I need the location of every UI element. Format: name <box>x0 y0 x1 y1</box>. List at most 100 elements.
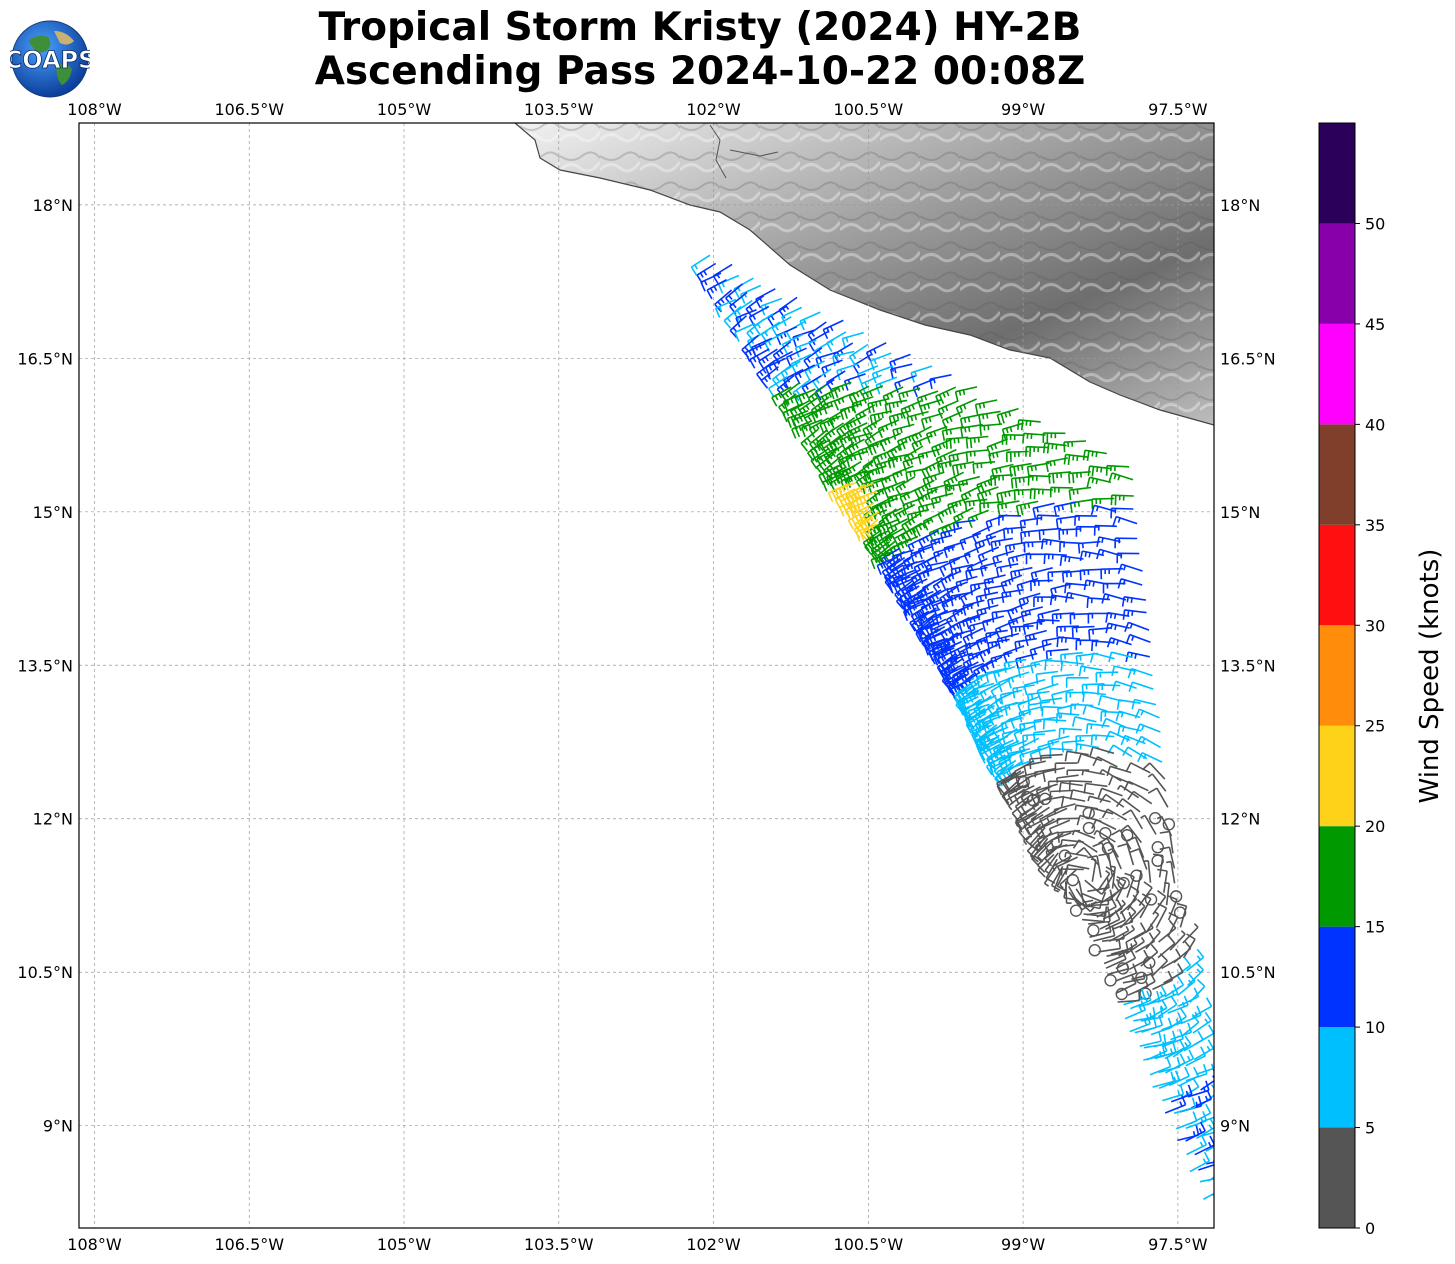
wind-barb <box>948 673 969 695</box>
wind-barb <box>800 419 823 438</box>
wind-barb <box>865 520 885 542</box>
wind-barb <box>983 584 1007 599</box>
wind-barb <box>898 387 921 404</box>
colorbar-tick-label: 45 <box>1365 315 1385 334</box>
wind-barb <box>1027 474 1051 486</box>
wind-barb <box>1041 705 1065 717</box>
coastline <box>514 123 1214 426</box>
wind-barb <box>1186 1135 1208 1156</box>
wind-barb <box>1167 995 1189 1014</box>
wind-barb <box>706 278 727 300</box>
wind-barb <box>879 432 902 452</box>
wind-barb <box>848 385 870 406</box>
wind-barb <box>890 363 913 380</box>
wind-barb <box>1122 746 1148 760</box>
wind-barb <box>1152 970 1174 991</box>
wind-barb <box>1037 840 1054 861</box>
wind-barb <box>922 511 944 531</box>
wind-barb <box>1115 948 1137 970</box>
wind-barb <box>847 509 869 530</box>
wind-barb <box>945 436 969 450</box>
wind-barb <box>941 664 963 685</box>
wind-barb <box>1128 949 1150 971</box>
lat-tick-label-left: 9°N <box>43 1117 73 1136</box>
calm-wind-marker <box>1144 893 1158 906</box>
wind-barb <box>1106 941 1129 957</box>
wind-barb <box>976 486 999 504</box>
wind-barb <box>1192 1011 1212 1034</box>
wind-barb <box>1071 716 1097 727</box>
wind-barb <box>1058 528 1082 540</box>
wind-barb <box>845 414 867 434</box>
wind-barb <box>1180 1005 1202 1025</box>
wind-barb <box>1115 875 1127 902</box>
wind-barb <box>1029 488 1053 500</box>
wind-barb <box>881 558 901 581</box>
wind-barb <box>1014 811 1036 827</box>
wind-barb <box>1112 515 1138 527</box>
wind-barb <box>983 574 1006 591</box>
wind-barb <box>1018 816 1037 840</box>
wind-barb <box>888 410 911 427</box>
wind-barb <box>948 450 971 466</box>
coaps-logo-icon: COAPS <box>10 20 90 98</box>
map-title-line-2: Ascending Pass 2024-10-22 00:08Z <box>314 49 1086 94</box>
wind-barb <box>1017 663 1041 679</box>
wind-barb <box>1007 791 1027 811</box>
wind-barb <box>985 514 1008 532</box>
wind-barb <box>744 342 766 363</box>
map-frame <box>78 122 1215 1229</box>
wind-barb <box>940 570 962 590</box>
wind-barb <box>1019 517 1043 532</box>
calm-wind-marker <box>1058 849 1072 862</box>
wind-barb <box>880 470 902 490</box>
wind-barb <box>926 483 949 500</box>
lat-tick-label-left: 18°N <box>33 196 73 215</box>
calm-wind-marker <box>1082 821 1096 835</box>
wind-barb <box>1159 846 1176 869</box>
colorbar-tick-label: 15 <box>1365 918 1385 937</box>
wind-barb <box>798 397 819 419</box>
wind-barb <box>1133 1007 1156 1022</box>
lat-tick-label-left: 15°N <box>33 503 73 522</box>
wind-barb <box>1159 830 1174 854</box>
wind-barb <box>1023 540 1047 553</box>
wind-barb <box>778 296 798 319</box>
wind-barb <box>1189 1151 1211 1173</box>
wind-barb <box>1185 1046 1207 1067</box>
wind-barb <box>1107 847 1122 870</box>
wind-barb <box>876 545 896 568</box>
wind-barb <box>1073 896 1095 913</box>
wind-barb <box>1185 948 1205 972</box>
wind-barb <box>1087 465 1112 477</box>
wind-barb <box>1196 1118 1214 1140</box>
wind-barb <box>928 523 951 543</box>
colorbar-bin <box>1319 123 1355 224</box>
wind-barb <box>1048 471 1071 484</box>
wind-barb <box>1042 432 1066 444</box>
wind-barb <box>947 497 970 515</box>
lon-tick-label-top: 106.5°W <box>214 100 284 119</box>
wind-barb <box>976 476 998 495</box>
wind-barb <box>941 426 965 441</box>
wind-barb <box>824 422 845 444</box>
wind-barb <box>1001 782 1021 806</box>
wind-barb <box>1173 1097 1197 1114</box>
wind-barb <box>1061 569 1085 583</box>
wind-barb <box>1026 462 1050 477</box>
wind-barb <box>1061 739 1085 753</box>
wind-barb <box>1117 990 1141 1003</box>
wind-barb <box>1029 837 1045 863</box>
wind-barb <box>1134 932 1156 953</box>
wind-barb <box>844 438 865 459</box>
colorbar-bin <box>1319 1027 1355 1128</box>
colorbar-tick-label: 20 <box>1365 817 1385 836</box>
wind-barb <box>816 428 835 452</box>
wind-barb <box>1192 997 1213 1018</box>
wind-barb <box>1005 450 1029 463</box>
wind-barb <box>905 467 928 483</box>
wind-barb <box>827 482 849 503</box>
wind-barb <box>925 425 948 444</box>
wind-barb <box>1099 909 1121 930</box>
calm-wind-marker <box>1104 974 1117 987</box>
